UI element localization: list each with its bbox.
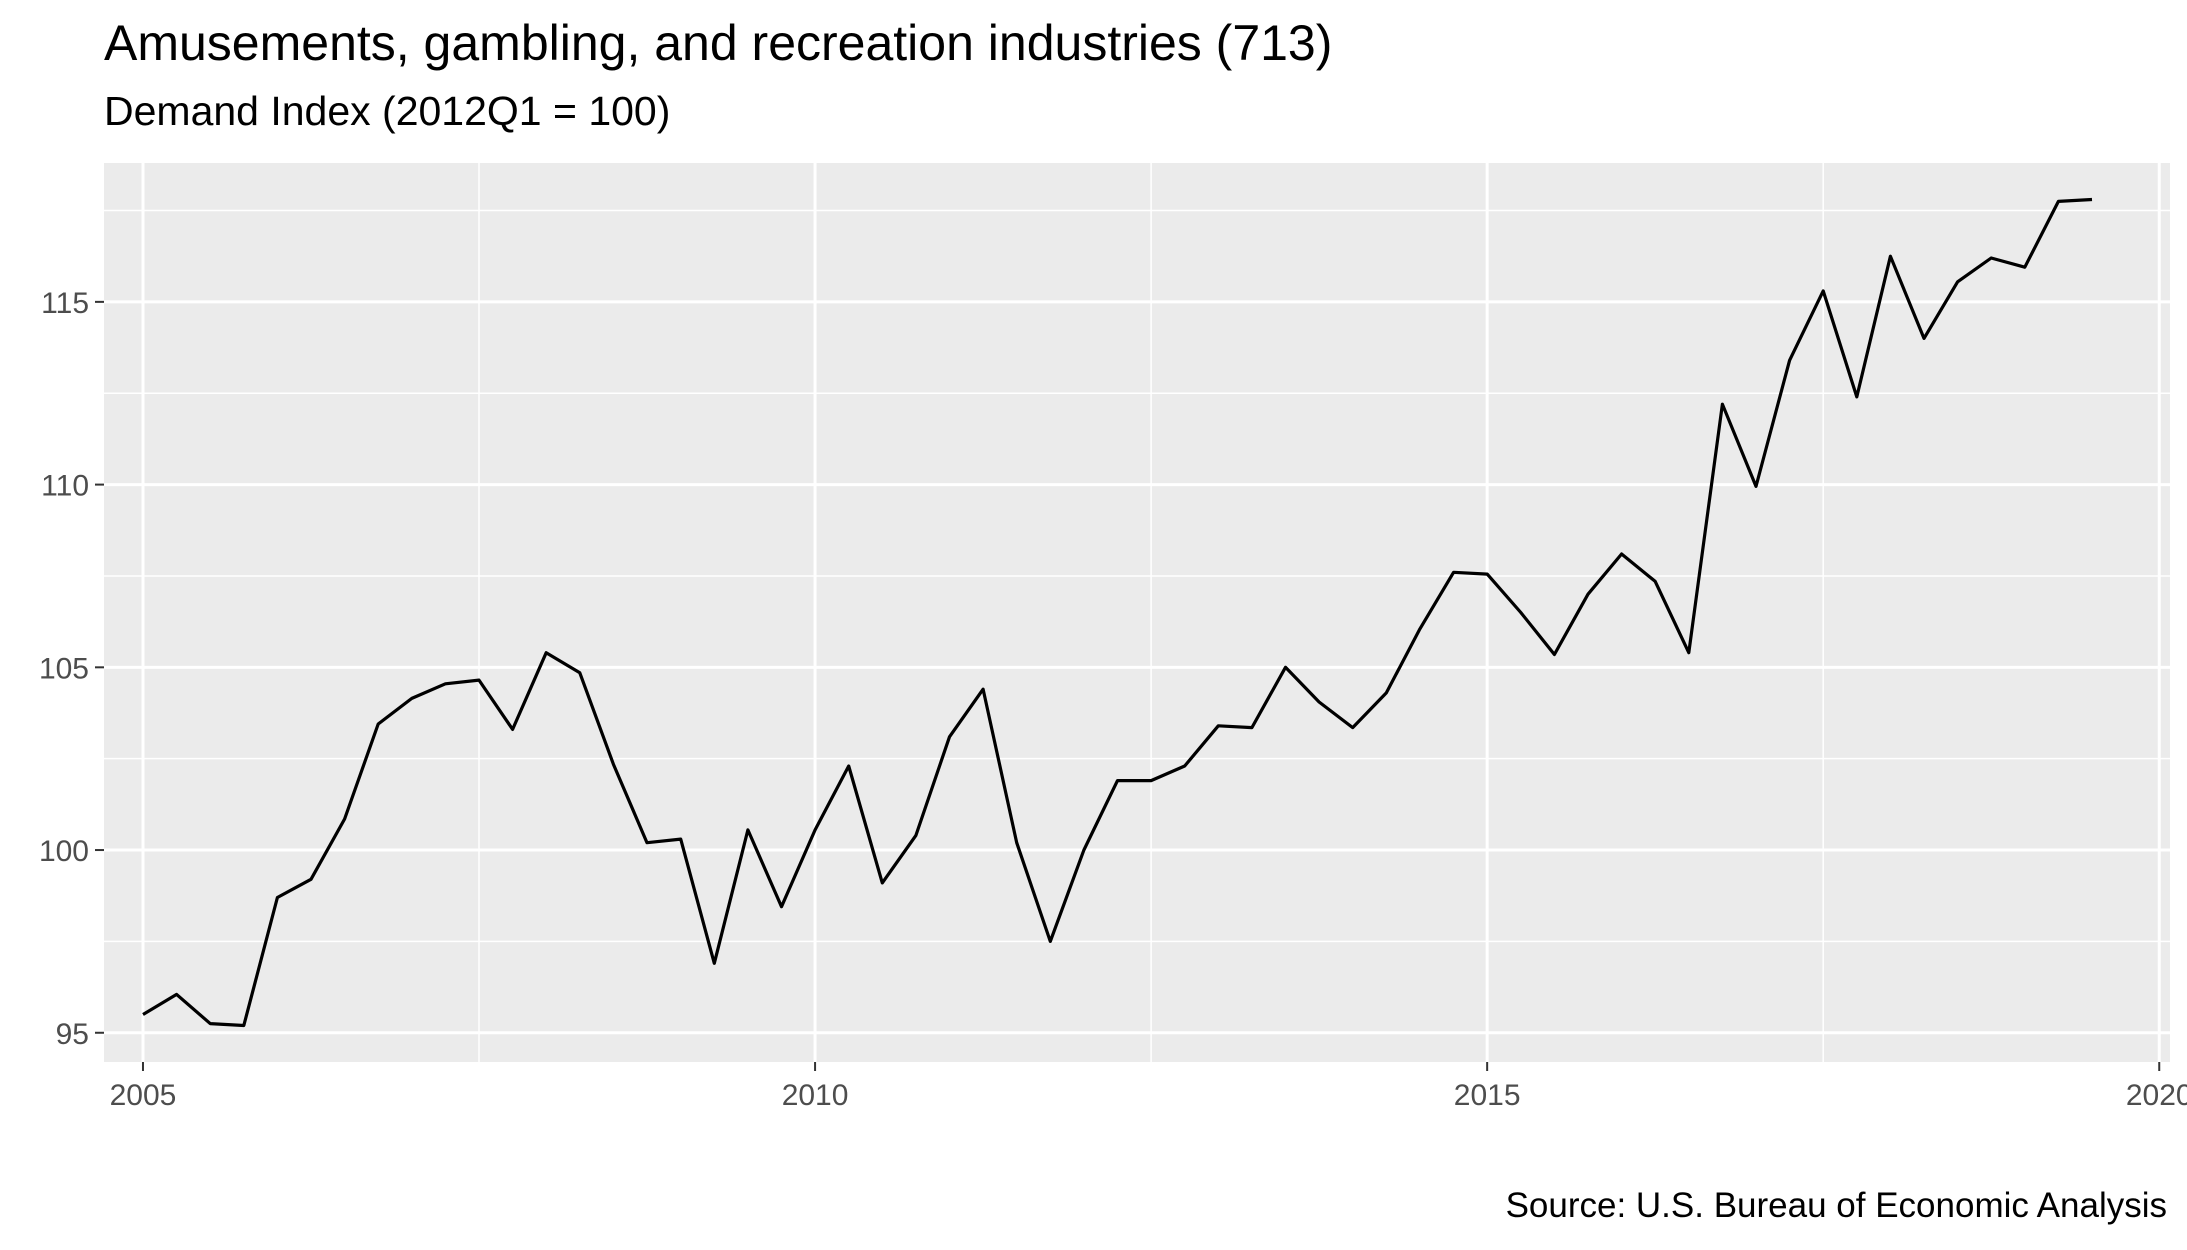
y-tick-label: 95 — [56, 1018, 89, 1051]
x-axis: 2005 2010 2015 2020 — [110, 1062, 2187, 1112]
chart-title: Amusements, gambling, and recreation ind… — [104, 15, 1333, 71]
chart-subtitle: Demand Index (2012Q1 = 100) — [104, 88, 671, 134]
y-tick-label: 100 — [39, 835, 89, 868]
series-line — [142, 197, 2093, 1028]
x-tick-label: 2010 — [782, 1079, 849, 1112]
y-tick-label: 115 — [41, 287, 89, 320]
minor-gridlines — [104, 163, 2170, 1062]
chart-caption: Source: U.S. Bureau of Economic Analysis — [1505, 1186, 2167, 1225]
x-tick-label: 2015 — [1454, 1079, 1521, 1112]
series-layer — [142, 197, 2093, 1028]
y-tick-label: 110 — [41, 470, 89, 503]
x-tick-label: 2005 — [110, 1079, 177, 1112]
x-tick-label: 2020 — [2126, 1079, 2187, 1112]
y-tick-label: 105 — [39, 652, 89, 685]
plot-panel — [104, 163, 2170, 1062]
y-axis: 95 100 105 110 115 — [39, 287, 104, 1051]
